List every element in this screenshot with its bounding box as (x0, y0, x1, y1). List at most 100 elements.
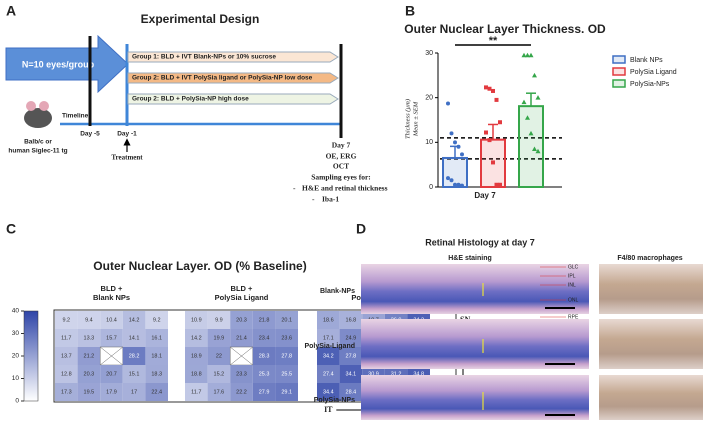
panel-label: A (6, 3, 16, 19)
heat-cell (122, 347, 146, 365)
data-point (484, 85, 488, 90)
cell-value: 9.9 (215, 317, 223, 323)
he-image (361, 264, 589, 314)
data-point (525, 52, 530, 58)
column-label: F4/80 macrophages (617, 255, 682, 262)
layer-label: GLC (568, 264, 579, 270)
data-point (491, 160, 495, 165)
heat-cell (77, 365, 101, 383)
model-text: Balb/c or (24, 139, 52, 146)
readout: Sampling eyes for: (311, 173, 371, 182)
y-axis-label: Mean ± SEM (412, 101, 419, 137)
heat-cell (185, 365, 208, 383)
timeline-label: Timeline (62, 113, 89, 120)
cell-value: 18.9 (191, 353, 202, 359)
heat-cell (100, 383, 123, 401)
cell-value: 14.2 (191, 335, 202, 341)
empty-cell-cross (230, 346, 253, 366)
group-text: Group 2: BLD + IVT PolySia ligand or Pol… (132, 75, 313, 82)
cell-value: 19.5 (84, 389, 95, 395)
heat-cell (339, 311, 363, 329)
he-image (361, 375, 589, 420)
panel-title: Experimental Design (141, 12, 260, 26)
cell-value: 15.2 (214, 371, 225, 377)
heat-cell (275, 365, 298, 383)
cell-value: 13.3 (84, 335, 95, 341)
heat-cell (339, 329, 363, 347)
cell-value: 28.2 (129, 353, 140, 359)
cell-value: 9.2 (62, 317, 70, 323)
f480-image (599, 319, 703, 369)
heat-cell (275, 383, 298, 401)
cell-value: 29.1 (281, 389, 292, 395)
cell-value: 27.4 (323, 371, 334, 377)
group-title: BLD + (231, 284, 253, 293)
legend-swatch (612, 55, 626, 64)
cohort-text: N=10 eyes/group (22, 59, 95, 69)
data-point (528, 130, 534, 136)
cell-value: 34.8 (413, 371, 424, 377)
heat-cell (55, 311, 78, 329)
heat-cell (185, 329, 208, 347)
cell-value: 28.3 (259, 353, 270, 359)
heat-cell (55, 329, 78, 347)
data-point (491, 88, 495, 93)
heat-cell (100, 365, 123, 383)
cell-value: 14.2 (129, 317, 140, 323)
heat-cell (185, 311, 208, 329)
cell-value: 17.1 (323, 335, 334, 341)
data-point (484, 130, 488, 135)
heat-cell (185, 383, 208, 401)
data-point (446, 101, 450, 106)
heat-cell (207, 329, 231, 347)
cell-value: 20.3 (84, 371, 95, 377)
significance-label: ** (489, 35, 498, 47)
row-label: PolySia-NPs (314, 397, 355, 404)
cell-value: 27.8 (281, 353, 292, 359)
cell-value: 21.8 (259, 317, 270, 323)
cell-value: 25.5 (281, 371, 292, 377)
cell-value: 16.1 (151, 335, 162, 341)
cell-value: 21.2 (84, 353, 95, 359)
cell-value: 22.2 (236, 389, 247, 395)
heat-cell (55, 365, 78, 383)
cell-value: 9.2 (153, 317, 161, 323)
bar (480, 138, 506, 189)
heat-cell (230, 311, 253, 329)
data-point (528, 52, 534, 58)
cell-value: 28.4 (346, 389, 357, 395)
cell-value: 17.3 (61, 389, 72, 395)
bar (518, 105, 544, 188)
heat-cell (339, 365, 363, 383)
heat-cell (207, 347, 231, 365)
data-point (456, 144, 461, 149)
he-image (361, 319, 589, 369)
data-point (535, 95, 541, 100)
heat-cell (122, 365, 146, 383)
col-label: IT (324, 405, 333, 414)
heat-cell (122, 311, 146, 329)
data-point (498, 182, 502, 187)
heat-cell (55, 383, 78, 401)
layer-label: IPL (568, 273, 576, 279)
cell-value: 27.8 (346, 353, 357, 359)
layer-label: INL (568, 282, 576, 288)
bar (442, 156, 468, 188)
cell-value: 18.3 (151, 371, 162, 377)
group-title: BLD + (101, 284, 123, 293)
group-title: PolySia Ligand (215, 293, 269, 302)
data-point (453, 182, 457, 187)
group-title: Blank NPs (93, 293, 130, 302)
legend-label: PolySia-NPs (630, 81, 670, 88)
cell-value: 20.1 (281, 317, 292, 323)
heat-cell (252, 329, 276, 347)
heat-cell (252, 365, 276, 383)
cell-value: 20.3 (236, 317, 247, 323)
cell-value: 17.9 (106, 389, 117, 395)
sampling-item: H&E and retinal thickness (302, 184, 388, 193)
f480-image (599, 375, 703, 420)
cell-value: 15.7 (106, 335, 117, 341)
cell-value: 24.9 (346, 335, 357, 341)
cell-value: 23.6 (281, 335, 292, 341)
data-point (460, 183, 464, 188)
